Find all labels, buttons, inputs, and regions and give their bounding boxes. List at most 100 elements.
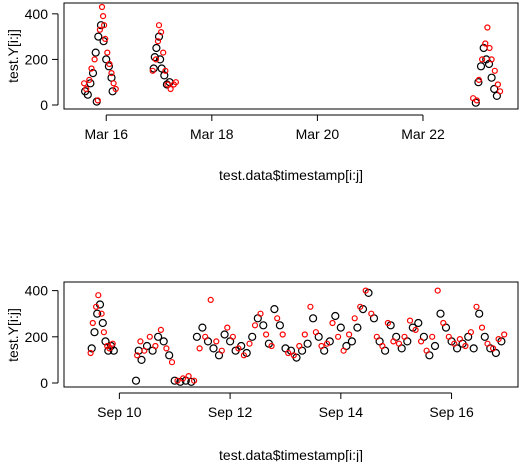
red-data-point <box>112 85 119 93</box>
red-data-point <box>473 303 480 310</box>
x-axis-label: test.data$timestamp[i:j] <box>219 167 363 183</box>
red-data-point <box>179 375 187 382</box>
black-data-point <box>275 321 284 330</box>
black-data-point <box>152 43 161 53</box>
y-axis-label: test.Y[i:j] <box>5 308 21 362</box>
red-data-point <box>94 97 101 104</box>
y-tick-label: 400 <box>25 283 49 299</box>
red-data-point <box>152 56 159 63</box>
data-points <box>80 3 504 107</box>
red-data-point <box>96 26 104 33</box>
red-data-point <box>268 342 275 350</box>
black-data-point <box>93 309 102 318</box>
red-data-point <box>340 347 347 354</box>
red-data-point <box>491 67 498 74</box>
red-data-point <box>162 67 169 74</box>
red-data-point <box>137 338 144 345</box>
red-data-point <box>501 331 508 338</box>
red-data-point <box>224 324 231 331</box>
red-data-point <box>412 326 419 333</box>
red-data-point <box>257 310 264 317</box>
black-data-point <box>154 332 163 341</box>
red-data-point <box>263 331 270 338</box>
x-tick-label: Mar 22 <box>401 126 445 142</box>
red-data-point <box>86 76 93 84</box>
y-tick-label: 400 <box>25 6 49 22</box>
black-data-point <box>270 305 279 314</box>
red-data-point <box>440 319 447 327</box>
plot-box <box>63 2 519 110</box>
red-data-point <box>98 310 105 317</box>
data-points <box>87 287 508 386</box>
y-tick-label: 200 <box>25 51 49 67</box>
red-data-point <box>346 331 353 338</box>
red-data-point <box>91 56 98 63</box>
black-data-point <box>469 344 478 353</box>
red-data-point <box>473 97 480 104</box>
black-data-point <box>91 48 100 57</box>
red-data-point <box>296 342 303 350</box>
red-data-point <box>488 56 495 63</box>
black-data-point <box>187 377 196 386</box>
chart-panel-bottom: 0 200 400 Sep 10 Sep 12 Sep 14 Sep 16 test.da… <box>5 281 519 462</box>
red-data-point <box>196 345 203 352</box>
black-data-point <box>303 339 312 348</box>
x-axis: Mar 16 Mar 18 Mar 20 Mar 22 <box>84 114 445 142</box>
red-data-point <box>434 287 441 294</box>
red-data-point <box>495 336 502 343</box>
red-data-point <box>406 317 414 324</box>
red-data-point <box>83 85 90 93</box>
red-data-point <box>251 322 259 329</box>
red-data-point <box>290 352 297 359</box>
red-data-point <box>207 296 214 303</box>
plot-box <box>63 281 519 388</box>
red-data-point <box>98 3 106 11</box>
black-data-point <box>353 323 362 332</box>
red-data-point <box>172 79 179 86</box>
y-axis-label: test.Y[i:j] <box>5 29 21 83</box>
x-axis: Sep 10 Sep 12 Sep 14 Sep 16 <box>97 392 474 420</box>
red-data-point <box>401 333 408 340</box>
black-data-point <box>90 328 99 337</box>
red-data-point <box>368 310 375 317</box>
black-data-point <box>88 68 98 78</box>
red-data-point <box>462 342 469 350</box>
red-data-point <box>141 347 148 354</box>
black-data-point <box>476 62 486 71</box>
red-data-point <box>163 345 170 352</box>
red-data-point <box>149 67 156 74</box>
black-data-point <box>482 55 491 64</box>
red-data-point <box>100 22 108 29</box>
black-data-point <box>331 311 340 321</box>
black-data-point <box>160 71 169 80</box>
black-data-point <box>336 323 345 332</box>
y-tick-label: 200 <box>25 329 49 345</box>
black-data-point <box>150 52 159 62</box>
red-data-point <box>482 40 489 47</box>
red-data-point <box>475 76 482 84</box>
red-data-point <box>323 340 331 347</box>
red-data-point <box>108 69 115 77</box>
red-data-point <box>478 324 486 331</box>
red-data-point <box>484 24 491 31</box>
red-data-point <box>160 49 167 56</box>
red-data-point <box>229 333 236 340</box>
red-data-point <box>246 340 253 347</box>
red-data-point <box>100 329 108 336</box>
red-data-point <box>92 303 100 310</box>
red-data-point <box>451 340 458 347</box>
black-data-point <box>474 78 483 87</box>
red-data-point <box>279 331 286 338</box>
black-data-point <box>192 332 201 341</box>
red-data-point <box>274 315 281 322</box>
red-data-point <box>235 345 242 352</box>
red-data-point <box>240 352 247 359</box>
red-data-point <box>99 13 107 20</box>
y-tick-label: 0 <box>40 375 48 391</box>
black-data-point <box>430 341 440 351</box>
x-tick-label: Mar 18 <box>190 126 234 142</box>
red-data-point <box>318 342 325 350</box>
red-data-point <box>109 340 116 347</box>
y-axis: 0 200 400 <box>25 283 59 391</box>
